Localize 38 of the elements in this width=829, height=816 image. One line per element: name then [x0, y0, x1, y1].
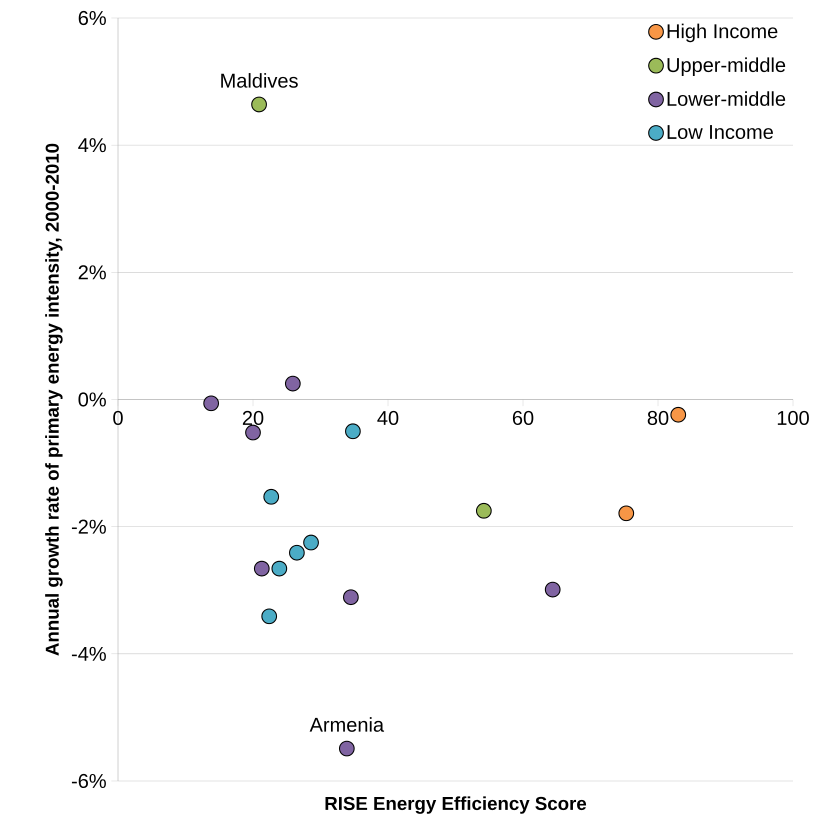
- x-tick-label: 80: [648, 410, 668, 426]
- legend-label: Low Income: [668, 125, 773, 140]
- annotation: Maldives: [221, 73, 298, 88]
- x-axis-title: RISE Energy Efficiency Score: [326, 796, 586, 814]
- point: [261, 608, 278, 624]
- x-tick-label: 20: [242, 410, 264, 426]
- point: [251, 96, 267, 112]
- x-tick-label: 100: [778, 410, 809, 426]
- point: [338, 740, 355, 756]
- legend-label: High Income: [668, 24, 778, 42]
- point: [263, 488, 280, 505]
- annotation: Armenia: [310, 717, 384, 732]
- point: [203, 395, 220, 412]
- x-tick-label: 40: [377, 410, 398, 426]
- point: [670, 406, 686, 423]
- y-axis-title: Annual growth rate of primary energy intensity, 2000-2010: [45, 144, 63, 656]
- point: [284, 376, 301, 392]
- x-tick-label: 60: [512, 410, 534, 426]
- point: [245, 424, 261, 440]
- point: [476, 502, 492, 519]
- point: [303, 534, 319, 550]
- y-tick-label: 6%: [78, 10, 106, 26]
- y-tick-label: -2%: [72, 520, 106, 534]
- y-tick-label: -6%: [72, 774, 106, 788]
- y-tick-label: 0%: [78, 392, 106, 407]
- point: [544, 582, 561, 598]
- y-tick-label: 4%: [78, 138, 106, 152]
- point: [254, 560, 270, 576]
- point: [343, 589, 359, 606]
- legend-label: Upper-middle: [668, 57, 786, 76]
- point: [271, 560, 288, 576]
- y-tick-label: -4%: [72, 646, 106, 661]
- legend-label: Lower-middle: [668, 91, 786, 106]
- point: [289, 544, 305, 561]
- point: [345, 423, 361, 440]
- point: [618, 505, 634, 522]
- y-tick-label: 2%: [78, 265, 106, 280]
- x-tick-label: 0: [113, 410, 123, 426]
